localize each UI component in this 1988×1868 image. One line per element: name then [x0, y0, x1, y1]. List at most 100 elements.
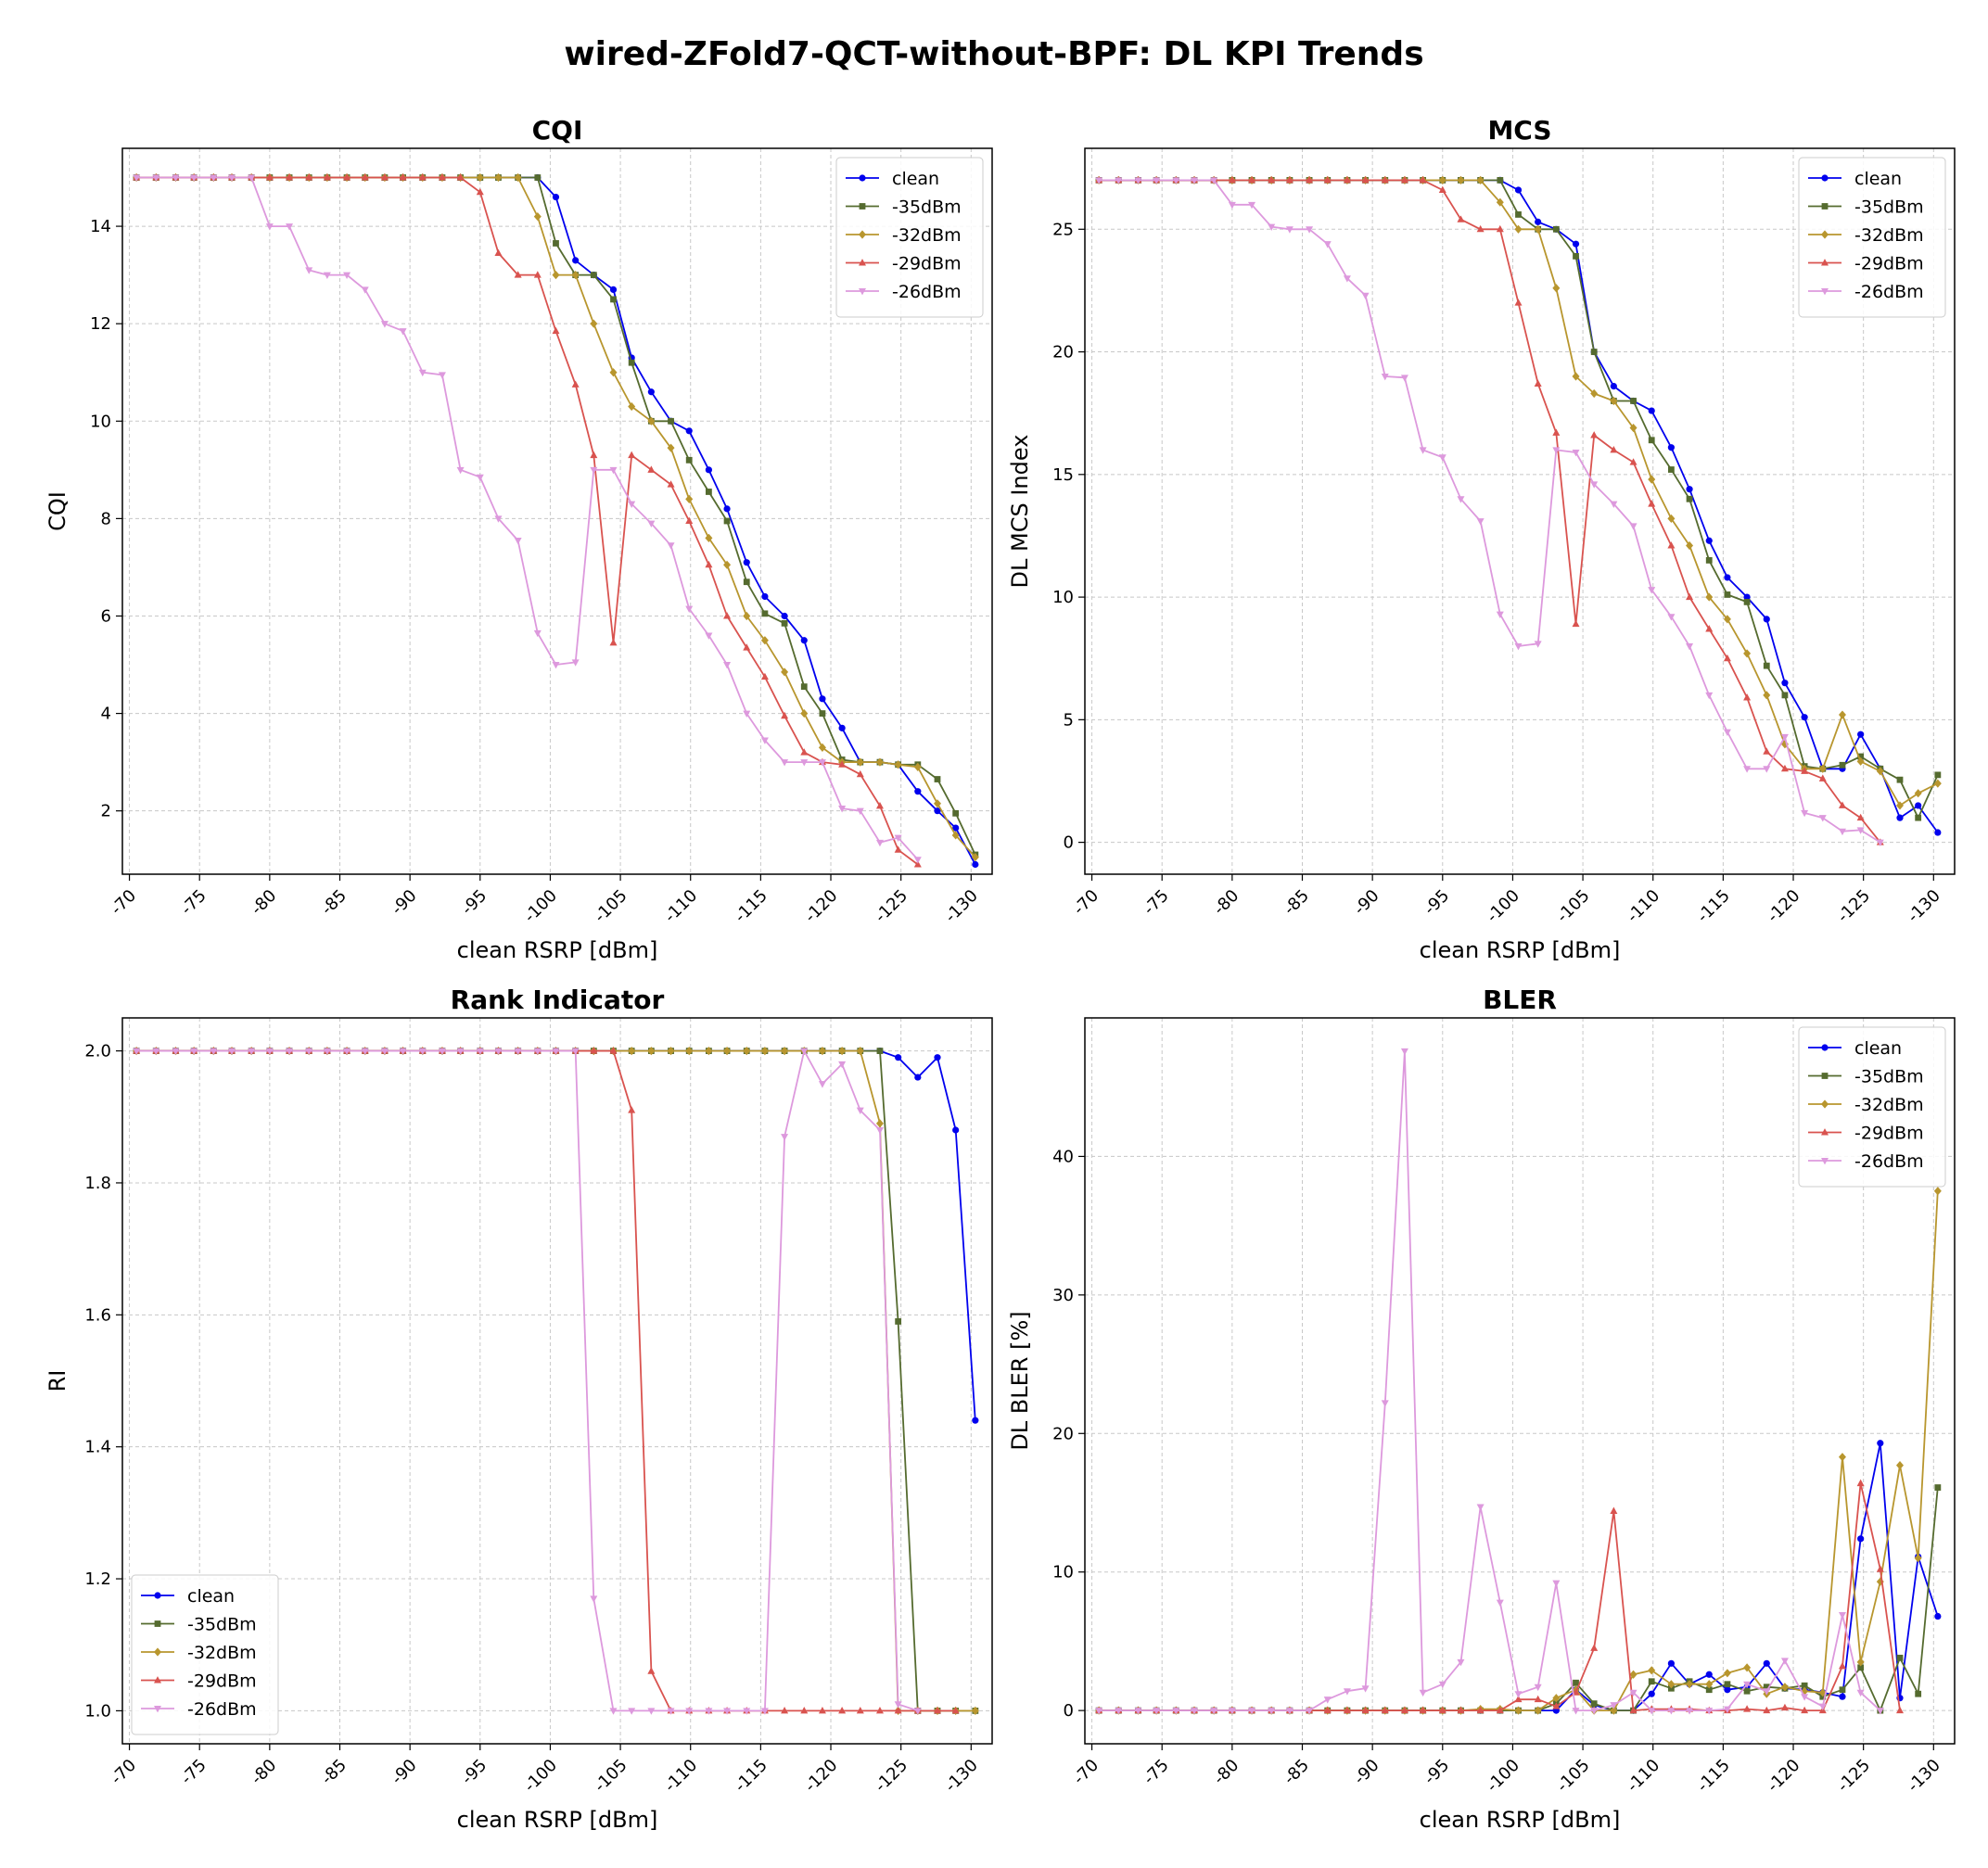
x-tick-label: -130	[1904, 1756, 1944, 1797]
x-tick-label: -130	[1904, 886, 1944, 927]
series-group	[1095, 175, 1942, 847]
data-point	[1268, 223, 1276, 232]
data-point	[1724, 1686, 1731, 1694]
data-point	[1686, 486, 1693, 493]
data-point	[1497, 176, 1504, 184]
x-tick-label: -120	[801, 1756, 842, 1797]
data-point	[1438, 1706, 1446, 1714]
data-point	[894, 1701, 902, 1709]
data-point	[1572, 372, 1580, 381]
data-point	[1915, 802, 1922, 809]
data-point	[781, 612, 788, 620]
legend-marker	[154, 1592, 161, 1599]
data-point	[1743, 1681, 1752, 1689]
data-point	[1343, 1688, 1351, 1696]
data-point	[818, 1081, 826, 1088]
data-point	[894, 845, 902, 853]
data-point	[1514, 1695, 1523, 1703]
data-point	[323, 173, 331, 181]
data-point	[1896, 814, 1904, 821]
series-line--29dBm	[1099, 179, 1881, 844]
data-point	[1705, 1680, 1714, 1689]
data-point	[818, 759, 826, 767]
data-point	[856, 1707, 864, 1714]
data-point	[1856, 756, 1865, 766]
data-point	[781, 759, 789, 767]
data-point	[609, 1708, 618, 1715]
data-point	[705, 560, 713, 568]
data-point	[494, 1048, 503, 1055]
data-point	[1153, 177, 1161, 184]
data-point	[418, 369, 427, 377]
data-point	[1705, 537, 1713, 544]
legend-entry--29dBm: -29dBm	[1854, 254, 1924, 274]
data-point	[1780, 733, 1789, 742]
data-point	[1381, 175, 1389, 184]
data-point	[1876, 767, 1884, 776]
data-point	[1743, 1687, 1751, 1695]
x-tick-label: -125	[871, 886, 911, 927]
legend-box	[835, 157, 984, 318]
x-tick-label: -95	[458, 886, 491, 920]
y-tick-label: 10	[1052, 588, 1074, 607]
data-point	[1306, 226, 1314, 234]
data-point	[781, 1707, 789, 1714]
legend-marker	[154, 1647, 161, 1657]
data-point	[533, 271, 542, 278]
data-point	[1896, 1654, 1904, 1661]
data-point	[399, 1048, 407, 1055]
data-point	[609, 286, 618, 293]
x-tick-label: -85	[317, 886, 350, 920]
data-point	[723, 1708, 732, 1715]
data-point	[1838, 1661, 1846, 1670]
data-point	[456, 173, 465, 181]
data-point	[1743, 598, 1751, 605]
data-point	[494, 515, 503, 523]
data-point	[951, 831, 960, 840]
data-point	[609, 466, 618, 475]
data-point	[476, 187, 484, 196]
series-line--35dBm	[1099, 1487, 1939, 1711]
data-point	[361, 1048, 369, 1055]
data-point	[761, 610, 769, 617]
panel-title: BLER	[1483, 985, 1557, 1015]
data-point	[838, 1046, 847, 1056]
data-point	[1285, 175, 1293, 184]
series-clean	[1095, 1440, 1942, 1714]
data-point	[1896, 776, 1904, 783]
data-point	[172, 174, 180, 182]
data-point	[1572, 240, 1580, 248]
data-point	[514, 538, 522, 545]
data-point	[800, 708, 809, 718]
data-point	[647, 416, 656, 426]
data-point	[628, 451, 636, 459]
data-point	[760, 672, 769, 680]
data-point	[1763, 766, 1771, 773]
data-point	[1648, 500, 1656, 507]
y-tick-label: 1.4	[84, 1438, 111, 1457]
data-point	[1763, 1659, 1770, 1667]
x-tick-label: -115	[731, 886, 771, 927]
data-point	[913, 857, 922, 864]
data-point	[1285, 1708, 1293, 1715]
data-point	[609, 368, 618, 377]
x-tick-label: -100	[520, 1756, 561, 1797]
data-point	[1724, 591, 1731, 598]
legend: clean -35dBm -32dBm -29dBm -26dBm	[131, 1574, 279, 1735]
y-tick-label: 20	[1052, 343, 1074, 362]
data-point	[1248, 175, 1256, 184]
data-point	[685, 427, 693, 435]
data-point	[1801, 809, 1809, 818]
legend-box	[131, 1574, 279, 1735]
data-point	[1610, 501, 1618, 508]
data-point	[1400, 375, 1408, 382]
legend: clean -35dBm -32dBm -29dBm -26dBm	[1798, 1026, 1946, 1188]
data-point	[1801, 1706, 1809, 1714]
x-tick-label: -85	[1280, 886, 1313, 920]
data-point	[1743, 649, 1752, 658]
data-point	[1572, 619, 1580, 628]
data-point	[934, 776, 941, 782]
data-point	[1838, 801, 1846, 808]
y-tick-label: 6	[101, 606, 111, 626]
